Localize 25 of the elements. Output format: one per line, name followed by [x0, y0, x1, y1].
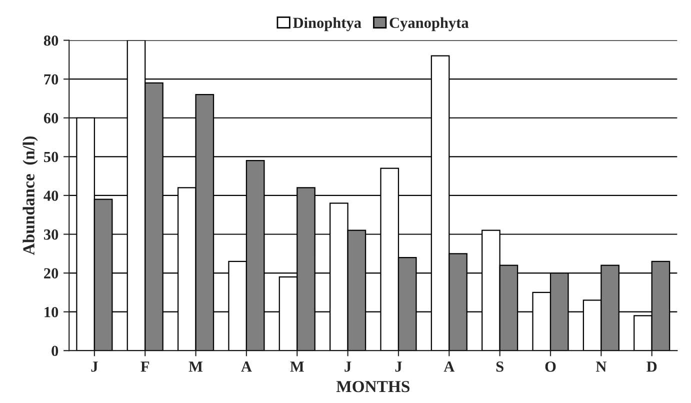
x-tick-label: M: [188, 362, 203, 372]
x-axis-title: MONTHS: [336, 380, 410, 392]
x-tick-label: A: [241, 362, 252, 372]
y-tick-label: 70: [44, 74, 58, 85]
y-tick-label: 10: [44, 306, 58, 318]
y-tick-label: 80: [44, 35, 58, 46]
x-tick-label: O: [545, 362, 556, 372]
x-tick-label: J: [91, 362, 98, 372]
x-tick-label: S: [496, 362, 504, 372]
x-tick-label: J: [395, 362, 402, 372]
x-tick-label: F: [140, 362, 150, 372]
x-tick-label: J: [344, 362, 352, 372]
y-tick-label: 20: [44, 268, 58, 278]
x-tick-label: N: [596, 362, 606, 372]
y-tick-label: 50: [44, 152, 58, 162]
legend-label: Cyanophyta: [390, 17, 469, 32]
x-tick-label: D: [646, 362, 657, 372]
x-tick-label: M: [290, 362, 304, 372]
legend-label: Dinophtya: [293, 17, 362, 32]
x-tick-label: A: [444, 362, 455, 372]
y-tick-label: 30: [44, 229, 58, 240]
y-tick-label: 40: [44, 190, 58, 201]
y-tick-label: 60: [44, 113, 58, 124]
y-tick-label: 0: [52, 346, 58, 356]
y-axis-title: Abundance (n/l): [22, 136, 38, 256]
